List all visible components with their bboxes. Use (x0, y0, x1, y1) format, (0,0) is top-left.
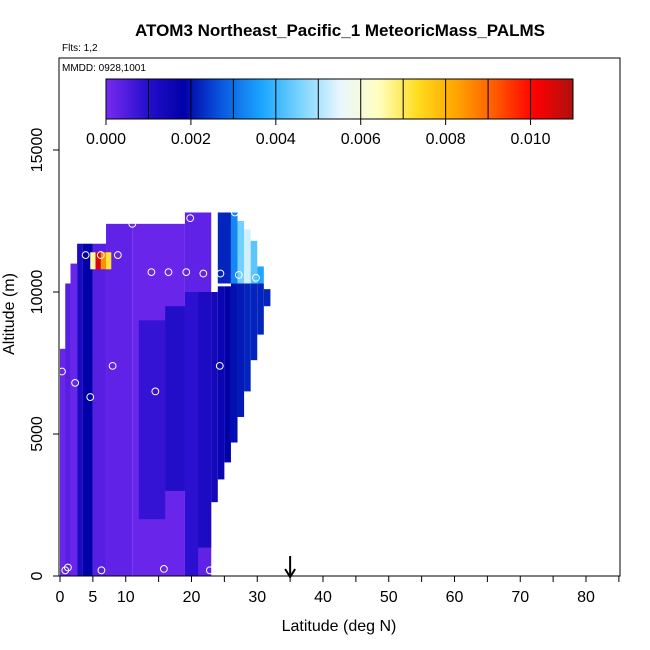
heatmap-cell (244, 229, 251, 284)
colorbar-tick-label: 0.000 (86, 131, 126, 148)
sample-point (182, 268, 191, 277)
heatmap-cell (100, 252, 107, 270)
x-tick-label: 60 (446, 589, 464, 606)
sample-point (113, 251, 122, 259)
sample-point (97, 566, 106, 575)
plot-border (58, 57, 621, 577)
chart-title: ATOM3 Northeast_Pacific_1 MeteoricMass_P… (135, 21, 545, 40)
heatmap-cell (237, 283, 245, 417)
sample-point (81, 251, 90, 259)
heatmap-cell (250, 283, 258, 361)
heatmap-cell (184, 292, 199, 576)
heatmap-cell (217, 212, 231, 284)
colorbar-border (105, 78, 574, 120)
sample-point (96, 251, 105, 259)
sample-point (128, 219, 137, 228)
heatmap-cell (217, 286, 225, 480)
heatmap-cell (244, 283, 251, 392)
heatmap-cell (90, 252, 96, 270)
x-tick-label: 40 (314, 589, 332, 606)
sample-point (164, 268, 173, 277)
sample-point (230, 208, 239, 217)
sample-point (252, 273, 260, 282)
x-tick-label: 70 (511, 589, 529, 606)
y-tick-label: 0 (29, 571, 46, 580)
plot-area (60, 212, 271, 576)
heatmap-cell (198, 292, 212, 548)
sample-point (147, 268, 156, 277)
colorbar: 0.000 0.002 0.004 0.006 0.008 0.010 (86, 78, 574, 148)
sample-point (151, 387, 160, 396)
heatmap-cell (257, 283, 264, 335)
y-axis-label: Altitude (m) (1, 273, 18, 355)
x-tick-label: 50 (380, 589, 398, 606)
sample-point (206, 566, 214, 575)
heatmap-column (82, 243, 93, 576)
heatmap-cell (95, 252, 101, 270)
colorbar-gradient (106, 79, 573, 119)
heatmap-cell (106, 252, 112, 270)
heatmap-cell (250, 240, 258, 284)
sample-point (71, 378, 80, 387)
heatmap-cell (263, 289, 271, 307)
x-tick-label: 5 (88, 589, 97, 606)
sample-point (199, 269, 208, 278)
x-tick-label: 20 (183, 589, 201, 606)
dates-note: MMDD: 0928,1001 (62, 63, 146, 74)
heatmap-cell (230, 283, 238, 443)
heatmap-cell (138, 320, 166, 520)
x-tick-label: 0 (56, 589, 65, 606)
heatmap-column (77, 243, 83, 576)
y-tick-label: 10000 (29, 270, 46, 315)
heatmap-column (106, 223, 133, 576)
heatmap-cell (230, 212, 238, 284)
x-axis: 0 5 10 20 30 40 50 60 70 80 (56, 576, 620, 606)
sample-point (159, 565, 168, 573)
heatmap-column (60, 348, 68, 576)
y-tick-label: 15000 (29, 128, 46, 173)
sample-point (215, 361, 224, 370)
sample-point (61, 566, 70, 575)
sample-points (58, 208, 260, 575)
x-tick-label: 10 (117, 589, 135, 606)
x-tick-label: 80 (577, 589, 595, 606)
heatmap-cell (237, 221, 245, 284)
sample-point (63, 563, 72, 572)
heatmap-column (70, 263, 78, 576)
sample-point (73, 234, 81, 242)
colorbar-tick-label: 0.002 (171, 131, 211, 148)
heatmap-column (92, 243, 107, 576)
colorbar-tick-label: 0.010 (511, 131, 551, 148)
sample-point (216, 269, 225, 278)
heatmap-cell (224, 286, 231, 463)
heatmap-column (65, 283, 71, 576)
heatmap-cell (165, 306, 185, 491)
y-tick-label: 5000 (29, 416, 46, 452)
colorbar-tick-label: 0.008 (426, 131, 466, 148)
y-axis: 0 5000 10000 15000 (29, 128, 59, 580)
x-tick-label: 30 (248, 589, 266, 606)
colorbar-tick-label: 0.004 (256, 131, 296, 148)
flights-note: Flts: 1,2 (62, 43, 98, 54)
heatmap-cell (257, 266, 264, 284)
x-axis-label: Latitude (deg N) (282, 618, 397, 635)
arrow-head (284, 568, 296, 579)
sample-point (108, 361, 117, 370)
sample-point (186, 214, 195, 223)
heatmap-cell (211, 292, 218, 503)
colorbar-tick-label: 0.006 (341, 131, 381, 148)
latitude-marker-arrow (284, 556, 296, 579)
sample-point (234, 271, 243, 279)
sample-point (86, 393, 95, 401)
plot-frame (58, 57, 621, 577)
